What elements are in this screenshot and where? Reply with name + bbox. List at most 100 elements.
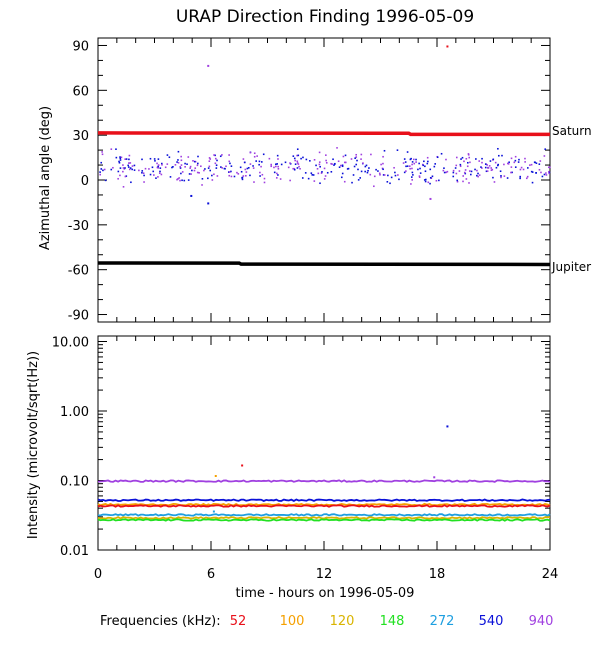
azimuth-point [119,156,121,158]
azimuth-point [396,149,399,151]
azimuth-point [344,154,347,157]
intensity-series-line [97,516,551,520]
azimuth-point [464,172,467,175]
intensity-series-line [97,504,551,508]
azimuth-point [208,157,211,159]
azimuth-point [478,160,481,162]
azimuth-point [459,165,462,168]
azimuth-point [300,157,302,160]
azimuth-point [355,156,358,158]
azimuth-point [293,167,296,170]
azimuth-point [408,165,411,167]
azimuth-point [120,156,123,159]
azimuth-point [252,165,254,167]
azimuth-point [394,174,397,177]
azimuth-point [119,157,122,160]
azimuth-point [524,161,526,163]
azimuth-point [445,158,447,161]
azimuth-point [197,162,199,165]
azimuth-point [209,169,212,172]
azimuth-point [156,166,159,169]
azimuth-point [379,173,381,176]
azimuth-point [455,172,458,175]
azimuth-point [412,158,415,161]
azimuth-point [434,163,437,165]
azimuth-point [362,162,364,164]
azimuth-point [364,165,367,168]
azimuth-point [125,158,128,160]
azimuth-point [225,165,227,168]
azimuth-point [128,168,131,171]
azimuth-point [325,154,327,156]
azimuth-point [100,168,103,170]
azimuth-point [192,160,194,162]
azimuth-point [277,174,279,176]
azimuth-point [292,167,295,170]
azimuth-point [543,173,546,176]
azimuth-point [160,162,163,165]
azimuth-point [543,155,546,157]
azimuth-point [481,157,483,160]
azimuth-point [336,147,338,149]
azimuth-point [433,165,436,168]
azimuth-point [122,167,125,169]
azimuth-y-tick-label: -90 [68,309,89,324]
frequency-148-label: 148 [380,614,405,629]
intensity-series-line [97,513,551,517]
azimuth-point [478,174,481,176]
azimuth-point [292,155,295,157]
azimuth-point [514,159,517,162]
azimuth-point [377,170,379,172]
azimuth-point [157,165,159,168]
azimuth-point [233,175,236,178]
azimuth-point [411,167,413,170]
azimuth-point [514,155,517,158]
frequency-272-label: 272 [430,614,455,629]
azimuth-point [466,165,469,168]
azimuth-point [357,179,360,181]
azimuth-point [220,166,222,168]
azimuth-point [533,161,536,164]
azimuth-point [293,168,296,171]
frequencies-label: Frequencies (kHz): [100,614,221,629]
azimuth-point [343,161,346,164]
azimuth-point [187,156,190,158]
azimuth-point [160,173,163,176]
azimuth-point [221,154,223,156]
azimuth-point [406,165,409,167]
azimuth-point [183,179,186,182]
azimuth-point [406,151,409,153]
azimuth-point [382,155,384,158]
azimuth-point [452,169,455,172]
azimuth-point [133,169,136,171]
azimuth-point [128,158,130,161]
azimuth-point [190,173,192,175]
azimuth-point [426,162,429,165]
azimuth-point [127,164,129,167]
azimuth-point [443,171,446,174]
chart-title: URAP Direction Finding 1996-05-09 [176,7,474,27]
azimuth-point [317,172,320,175]
x-tick-label: 24 [542,567,559,582]
azimuth-point [101,153,104,156]
azimuth-point [118,160,120,163]
azimuth-point [236,171,238,174]
azimuth-point [214,157,217,160]
azimuth-point [423,179,426,181]
x-tick-label: 18 [429,567,446,582]
azimuth-point [305,158,308,161]
intensity-series-line [97,518,551,522]
azimuth-point [321,171,323,173]
azimuth-point [252,167,255,169]
azimuth-point [477,175,479,178]
azimuth-point [207,177,209,180]
azimuth-point [115,148,117,150]
azimuth-point [174,164,177,166]
azimuth-point [297,154,300,157]
azimuth-point [418,176,421,178]
azimuth-point [323,167,326,170]
azimuth-point [187,179,190,181]
azimuth-point [417,168,419,171]
azimuth-point [155,177,157,179]
azimuth-point [360,153,363,156]
